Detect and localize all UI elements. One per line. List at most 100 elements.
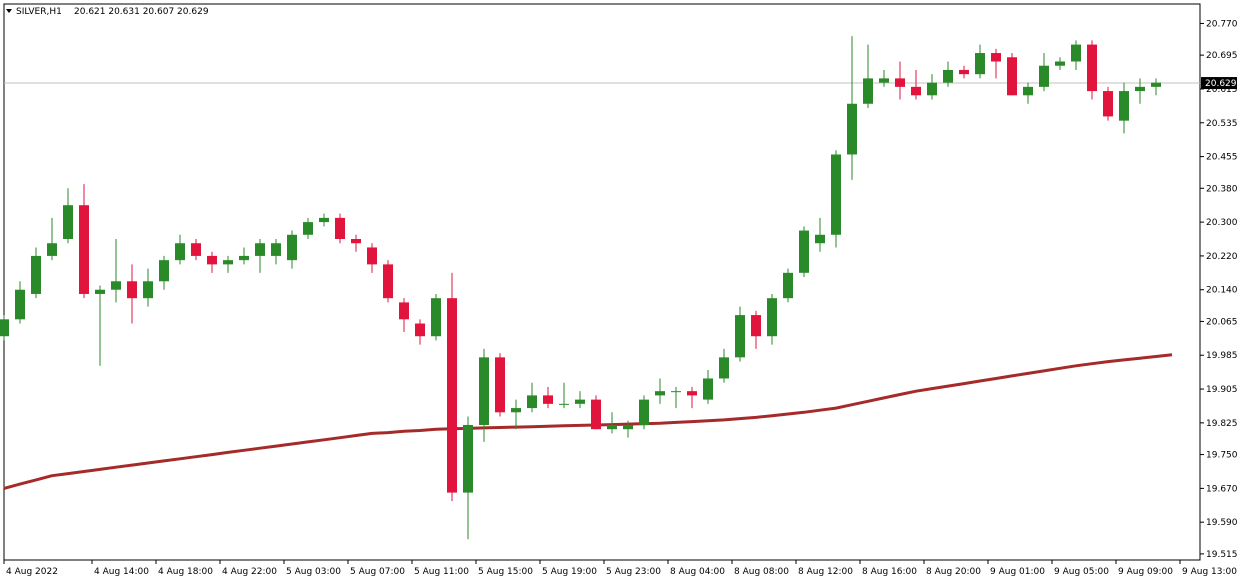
candle-bullish[interactable] <box>783 268 793 303</box>
candle-body <box>1055 61 1065 66</box>
price-tick-label: 20.065 <box>1206 317 1238 327</box>
candle-bullish[interactable] <box>0 315 9 341</box>
candle-bearish[interactable] <box>351 234 361 252</box>
candle-bullish[interactable] <box>1055 57 1065 70</box>
candle-bullish[interactable] <box>239 247 249 265</box>
time-tick-label: 5 Aug 07:00 <box>350 567 405 577</box>
candle-body <box>1071 44 1081 62</box>
candle-bullish[interactable] <box>111 239 121 303</box>
candle-bullish[interactable] <box>175 234 185 265</box>
candle-bullish[interactable] <box>271 239 281 265</box>
candle-bullish[interactable] <box>943 61 953 87</box>
candle-bullish[interactable] <box>655 378 665 404</box>
candle-bearish[interactable] <box>1087 40 1097 100</box>
time-tick-label: 5 Aug 03:00 <box>286 567 341 577</box>
candle-bearish[interactable] <box>383 260 393 303</box>
candle-body <box>543 395 553 404</box>
candle-bearish[interactable] <box>495 353 505 417</box>
candle-bullish[interactable] <box>559 382 569 409</box>
candle-bearish[interactable] <box>447 272 457 502</box>
candle-bearish[interactable] <box>751 310 761 349</box>
candle-body <box>783 272 793 299</box>
candle-bearish[interactable] <box>911 69 921 100</box>
candle-body <box>575 399 585 404</box>
candle-bullish[interactable] <box>223 255 233 273</box>
candle-bearish[interactable] <box>367 243 377 273</box>
candle-bullish[interactable] <box>719 348 729 383</box>
candle-body <box>687 391 697 396</box>
candle-body <box>879 78 889 83</box>
candle-bullish[interactable] <box>511 399 521 430</box>
candle-bullish[interactable] <box>767 293 777 345</box>
candle-body <box>1007 57 1017 96</box>
candle-bullish[interactable] <box>847 36 857 180</box>
candle-bullish[interactable] <box>607 412 617 434</box>
candle-bearish[interactable] <box>79 184 89 299</box>
candle-bullish[interactable] <box>671 386 681 409</box>
candle-bullish[interactable] <box>735 306 745 362</box>
candle-bullish[interactable] <box>623 420 633 438</box>
candle-bullish[interactable] <box>575 391 585 409</box>
candle-bearish[interactable] <box>127 264 137 324</box>
ohlc-values: 20.621 20.631 20.607 20.629 <box>74 7 209 17</box>
candle-body <box>1039 65 1049 87</box>
candle-bullish[interactable] <box>799 226 809 278</box>
candle-bullish[interactable] <box>319 213 329 227</box>
candle-bullish[interactable] <box>927 74 937 100</box>
candle-bullish[interactable] <box>1023 82 1033 104</box>
candle-bullish[interactable] <box>879 69 889 87</box>
candle-bullish[interactable] <box>1119 82 1129 134</box>
candle-bullish[interactable] <box>1151 78 1161 96</box>
time-tick-label: 5 Aug 19:00 <box>542 567 597 577</box>
candle-bullish[interactable] <box>31 247 41 299</box>
candle-bearish[interactable] <box>543 386 553 409</box>
candle-bearish[interactable] <box>335 213 345 244</box>
time-tick-label: 5 Aug 23:00 <box>606 567 661 577</box>
candle-bearish[interactable] <box>415 319 425 345</box>
candle-bullish[interactable] <box>143 268 153 307</box>
price-tick-label: 20.615 <box>1206 85 1238 95</box>
candle-bearish[interactable] <box>687 386 697 409</box>
candle-body <box>383 264 393 299</box>
candle-bearish[interactable] <box>399 298 409 332</box>
candle-body <box>911 86 921 96</box>
candle-body <box>895 78 905 87</box>
candle-bullish[interactable] <box>255 239 265 273</box>
candle-bearish[interactable] <box>895 61 905 100</box>
candle-bullish[interactable] <box>815 217 825 252</box>
candle-bullish[interactable] <box>287 230 297 269</box>
time-tick-label: 8 Aug 16:00 <box>862 567 917 577</box>
candle-bearish[interactable] <box>1007 53 1017 96</box>
price-tick-label: 20.770 <box>1206 19 1238 29</box>
candle-bullish[interactable] <box>47 217 57 261</box>
candle-bearish[interactable] <box>591 395 601 430</box>
dropdown-triangle-icon[interactable] <box>6 9 12 13</box>
candle-bearish[interactable] <box>1103 86 1113 121</box>
candle-bullish[interactable] <box>703 370 713 404</box>
candle-bullish[interactable] <box>63 188 73 244</box>
candle-bullish[interactable] <box>831 150 841 248</box>
candle-bearish[interactable] <box>991 48 1001 79</box>
candle-bullish[interactable] <box>1135 78 1145 104</box>
candle-bullish[interactable] <box>95 285 105 366</box>
candle-bullish[interactable] <box>639 395 649 430</box>
candle-bearish[interactable] <box>207 251 217 273</box>
candle-bullish[interactable] <box>527 382 537 413</box>
candle-bearish[interactable] <box>959 65 969 79</box>
candle-bullish[interactable] <box>1039 53 1049 92</box>
candle-bullish[interactable] <box>463 416 473 540</box>
candle-body <box>63 205 73 240</box>
current-price-tag <box>1201 77 1237 90</box>
candle-bullish[interactable] <box>863 44 873 108</box>
candle-bullish[interactable] <box>431 293 441 341</box>
candle-bullish[interactable] <box>159 255 169 290</box>
candle-body <box>511 408 521 413</box>
candle-bullish[interactable] <box>479 348 489 442</box>
candle-bearish[interactable] <box>191 239 201 261</box>
candle-bullish[interactable] <box>15 281 25 324</box>
candle-bullish[interactable] <box>1071 40 1081 70</box>
candle-bullish[interactable] <box>975 44 985 79</box>
candle-bullish[interactable] <box>303 217 313 240</box>
